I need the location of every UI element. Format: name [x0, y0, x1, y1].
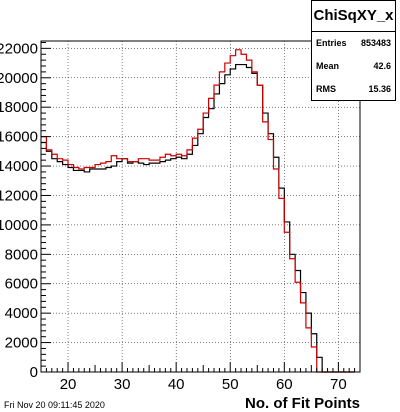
- stats-box: ChiSqXY_x Entries 853483 Mean 42.6 RMS 1…: [311, 0, 396, 101]
- x-tick-label: 20: [60, 376, 77, 393]
- y-tick-label: 8000: [5, 246, 38, 263]
- mean-label: Mean: [316, 61, 340, 71]
- y-tick-label: 2000: [5, 335, 38, 352]
- stats-row-rms: RMS 15.36: [312, 78, 395, 101]
- entries-label: Entries: [316, 38, 347, 48]
- x-axis-title: No. of Fit Points: [245, 395, 360, 412]
- plot-frame: [40, 40, 361, 373]
- y-tick-label: 18000: [0, 99, 38, 116]
- stats-row-entries: Entries 853483: [312, 32, 395, 55]
- x-tick-label: 60: [276, 376, 293, 393]
- y-tick-label: 10000: [0, 217, 38, 234]
- mean-value: 42.6: [373, 61, 391, 71]
- x-tick-label: 50: [222, 376, 239, 393]
- x-tick-label: 40: [168, 376, 185, 393]
- y-tick-label: 4000: [5, 305, 38, 322]
- rms-value: 15.36: [368, 84, 391, 94]
- histogram-series-2: [41, 49, 355, 373]
- timestamp: Fri Nov 20 09:11:45 2020: [4, 400, 105, 410]
- y-tick-label: 6000: [5, 276, 38, 293]
- histogram-series-1: [41, 63, 355, 373]
- y-tick-labels: 0 2000 4000 6000 8000 10000 12000 14000 16000 180…: [0, 40, 38, 381]
- axis-ticks: [40, 41, 361, 373]
- x-tick-label: 30: [114, 376, 131, 393]
- x-tick-labels: 20 30 40 50 60 70: [60, 376, 347, 393]
- y-tick-label: 12000: [0, 187, 38, 204]
- series-layer: [41, 49, 355, 373]
- rms-label: RMS: [316, 84, 336, 94]
- stats-row-mean: Mean 42.6: [312, 55, 395, 78]
- y-tick-label: 16000: [0, 129, 38, 146]
- y-tick-label: 20000: [0, 70, 38, 87]
- y-tick-label: 0: [30, 364, 38, 381]
- entries-value: 853483: [360, 38, 391, 48]
- y-tick-label: 22000: [0, 40, 38, 57]
- x-tick-label: 70: [330, 376, 347, 393]
- stats-title: ChiSqXY_x: [312, 1, 395, 32]
- y-tick-label: 14000: [0, 158, 38, 175]
